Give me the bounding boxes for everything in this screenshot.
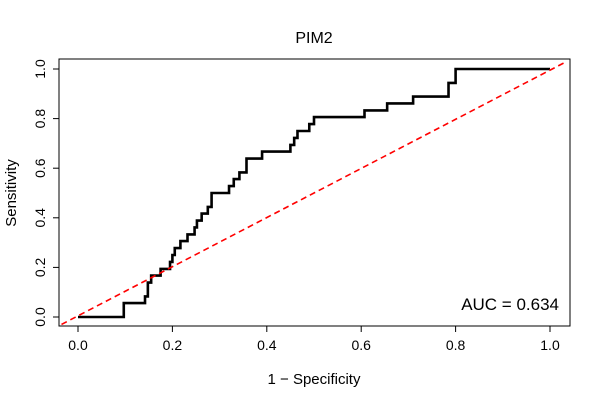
x-tick-label: 1.0 <box>540 337 560 353</box>
y-tick-label: 0.2 <box>32 257 48 277</box>
y-tick-label: 1.0 <box>32 59 48 79</box>
x-tick-label: 0.0 <box>68 337 88 353</box>
chart-title: PIM2 <box>295 30 332 47</box>
roc-curve-line <box>78 67 550 319</box>
y-tick-label: 0.6 <box>32 158 48 178</box>
x-tick-label: 0.4 <box>257 337 277 353</box>
y-axis-label: Sensitivity <box>3 159 20 227</box>
x-axis-label: 1 − Specificity <box>268 371 361 388</box>
x-tick-label: 0.8 <box>446 337 466 353</box>
auc-annotation: AUC = 0.634 <box>461 295 559 314</box>
y-axis: 0.0 0.2 0.4 0.6 0.8 1.0 <box>32 59 60 327</box>
y-tick-label: 0.4 <box>32 208 48 228</box>
reference-diagonal-line <box>61 60 567 326</box>
y-tick-label: 0.0 <box>32 307 48 327</box>
x-tick-label: 0.6 <box>351 337 371 353</box>
y-tick-label: 0.8 <box>32 109 48 129</box>
x-axis: 0.0 0.2 0.4 0.6 0.8 1.0 <box>68 325 560 353</box>
x-tick-label: 0.2 <box>163 337 183 353</box>
